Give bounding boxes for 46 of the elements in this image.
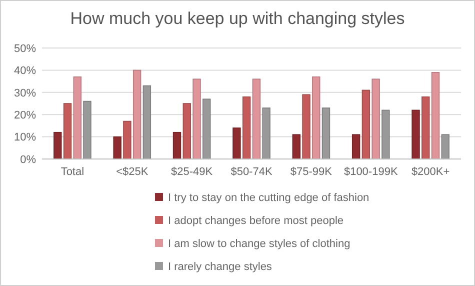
bar (412, 110, 420, 160)
bar (123, 120, 132, 160)
x-tick-label: Total (60, 166, 84, 178)
bar (182, 103, 191, 160)
bar (292, 134, 300, 160)
x-tick-label: $50-74K (230, 166, 273, 178)
bar (54, 132, 62, 160)
bar (302, 94, 310, 160)
bar (142, 85, 152, 160)
bar (422, 96, 430, 160)
x-tick-label: $200K+ (411, 166, 450, 178)
x-tick-label: $100-199K (344, 166, 398, 178)
bar (382, 110, 390, 160)
bar (252, 78, 261, 160)
bar (262, 108, 270, 160)
bar (312, 76, 320, 160)
bar (63, 103, 72, 160)
bar (431, 72, 440, 160)
bar (242, 96, 251, 160)
bar (132, 70, 142, 160)
legend-label: I try to stay on the cutting edge of fashion (168, 192, 370, 204)
bar (352, 134, 360, 160)
bar (322, 108, 330, 160)
bar (83, 100, 92, 160)
bar (202, 98, 211, 160)
bar (172, 132, 182, 160)
y-tick-label: 40% (14, 65, 36, 78)
bar (113, 136, 122, 160)
x-tick-label: $25-49K (171, 166, 214, 178)
bar (362, 90, 370, 160)
bar (73, 76, 82, 160)
bar (372, 78, 380, 160)
y-tick-label: 0% (20, 154, 36, 166)
legend-label: I rarely change styles (168, 260, 272, 273)
y-tick-label: 50% (14, 42, 36, 55)
bar (441, 134, 450, 160)
chart-title: How much you keep up with changing styles (70, 9, 405, 28)
y-tick-label: 20% (14, 109, 36, 122)
y-tick-label: 10% (14, 132, 36, 144)
bar (232, 128, 241, 160)
legend-label: I am slow to change styles of clothing (168, 238, 350, 250)
x-tick-label: $75-99K (290, 166, 333, 178)
bar (192, 78, 201, 160)
x-tick-label: <$25K (116, 166, 149, 178)
y-tick-label: 30% (14, 87, 36, 100)
legend-label: I adopt changes before most people (168, 214, 344, 227)
